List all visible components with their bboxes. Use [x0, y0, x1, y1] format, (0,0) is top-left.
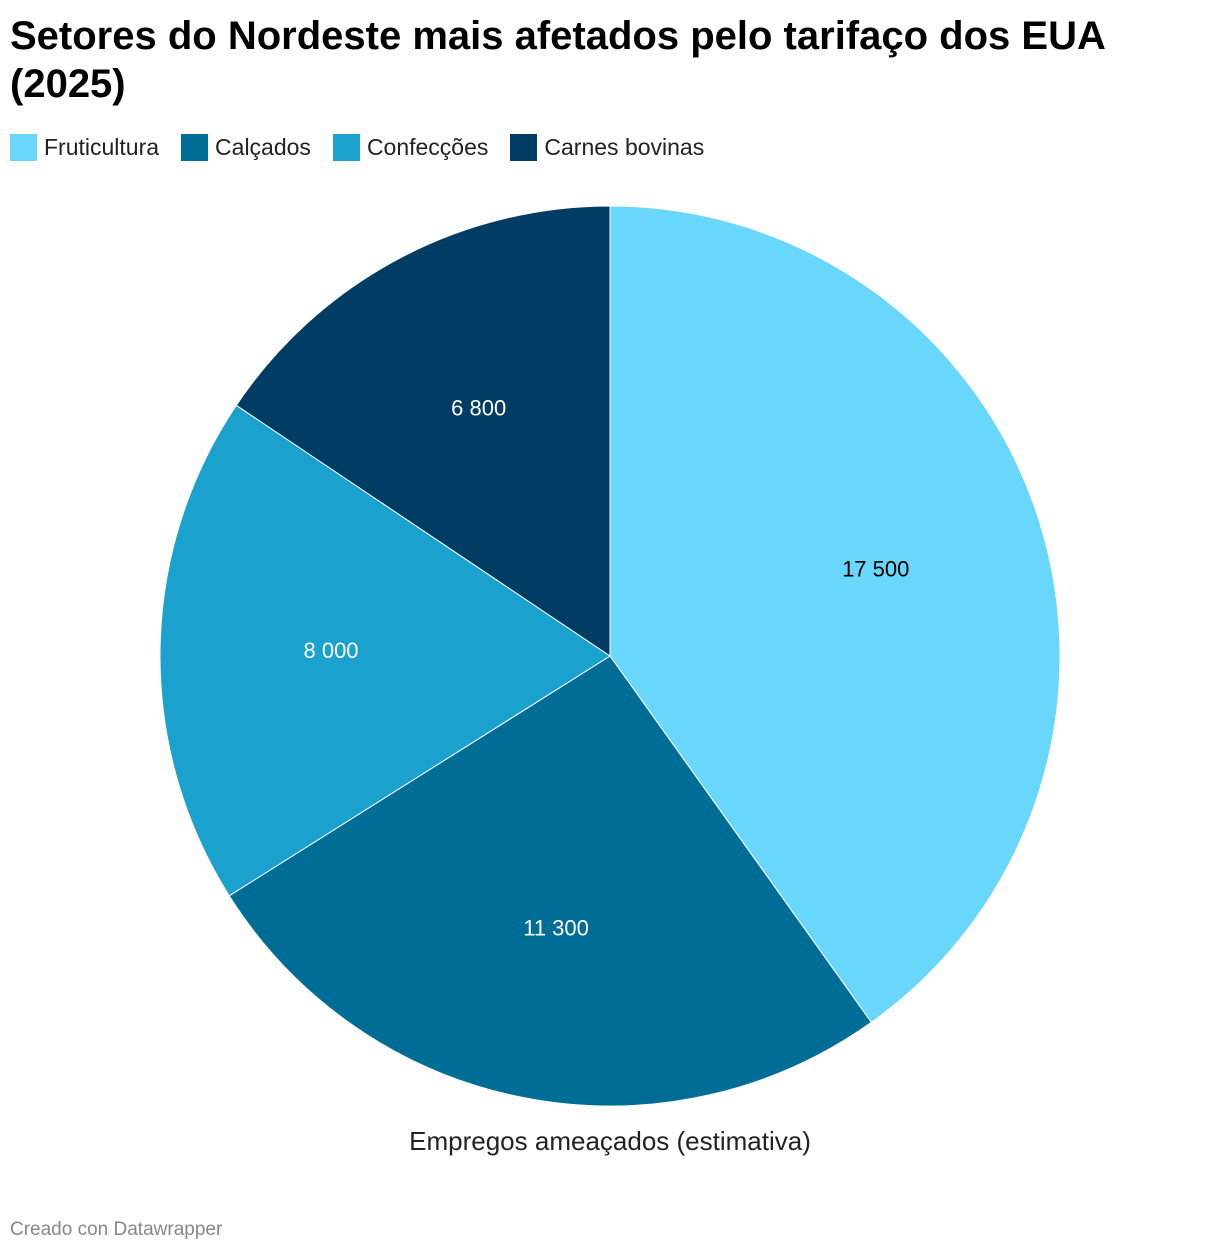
pie-slice: [235, 205, 611, 657]
legend-item: Calçados: [181, 134, 311, 161]
legend-label: Confecções: [366, 134, 489, 160]
data-label: 6 800: [451, 396, 506, 421]
legend-item: Confecções: [332, 134, 489, 161]
legend-item: Fruticultura: [10, 134, 159, 161]
axis-label: Empregos ameaçados (estimativa): [409, 1126, 811, 1156]
data-label: 17 500: [842, 557, 909, 582]
footer: Creado con Datawrapper: [10, 1219, 223, 1240]
pie-slice: [159, 404, 611, 897]
legend: Fruticultura Calçados Confecções Carnes bov…: [10, 134, 704, 161]
legend-swatch: [510, 134, 538, 161]
legend-swatch: [332, 134, 360, 161]
data-label: 11 300: [523, 916, 589, 941]
legend-label: Carnes bovinas: [544, 134, 705, 160]
legend-swatch: [181, 134, 209, 161]
legend-item: Carnes bovinas: [510, 134, 704, 161]
legend-label: Calçados: [215, 134, 311, 160]
pie-slice: [228, 655, 873, 1107]
chart-title: Setores do Nordeste mais afetados pelo t…: [10, 14, 1105, 106]
legend-swatch: [10, 134, 37, 161]
legend-label: Fruticultura: [44, 134, 160, 160]
data-label: 8 000: [303, 638, 358, 663]
pie-slice: [609, 205, 1061, 1024]
